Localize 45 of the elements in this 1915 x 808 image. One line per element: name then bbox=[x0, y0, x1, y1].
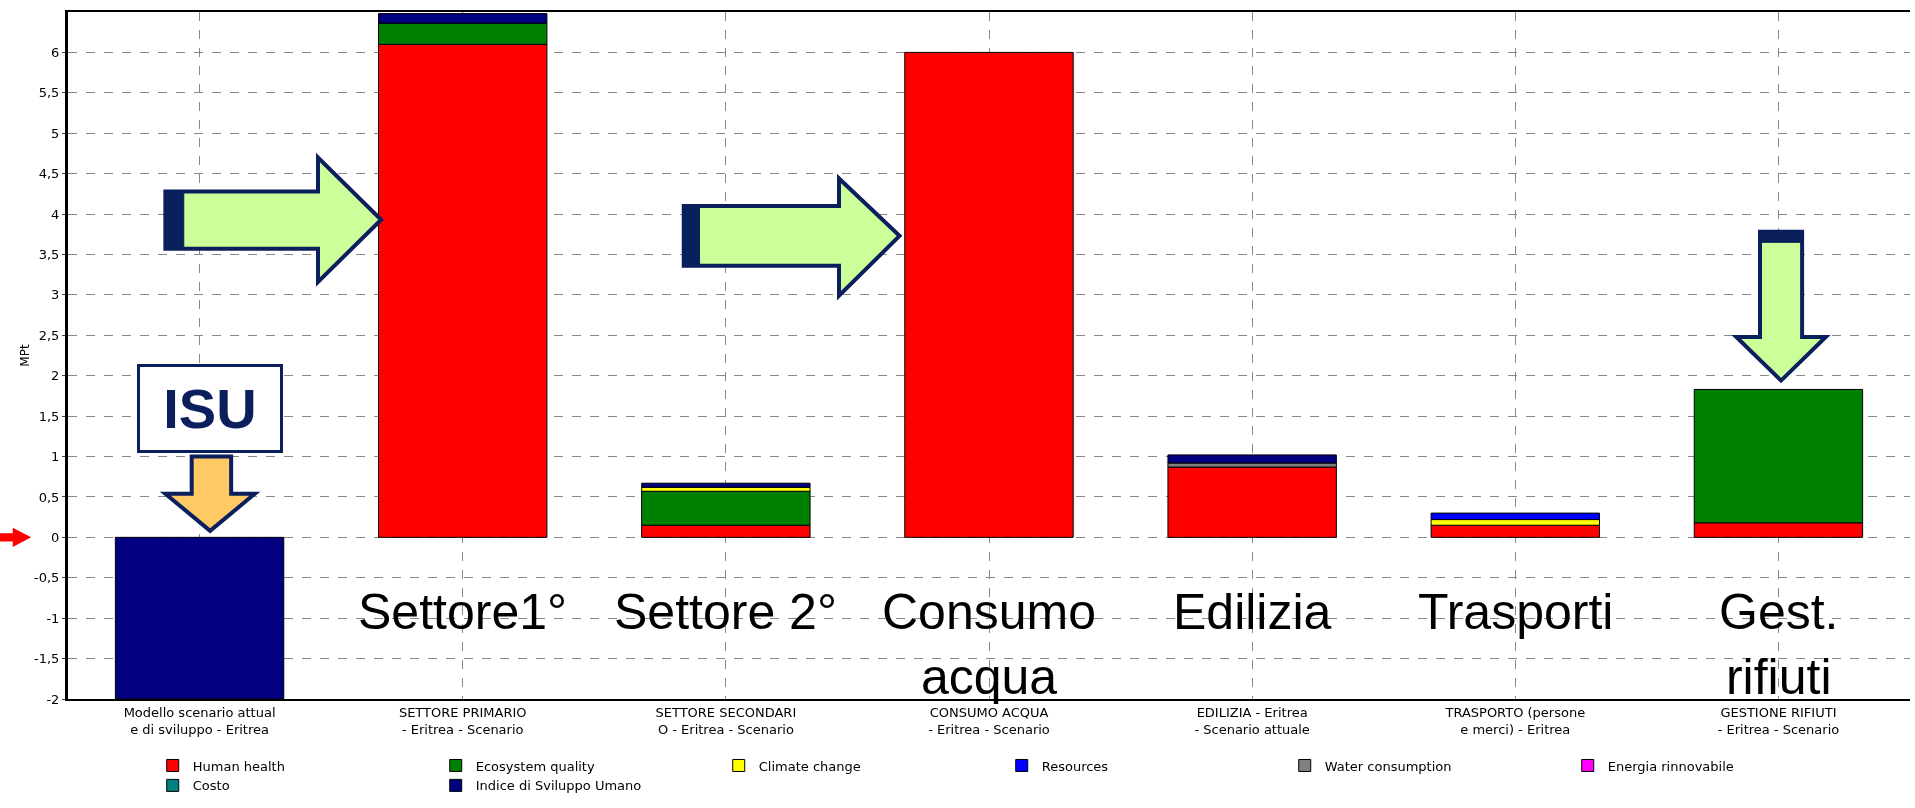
y-tick-label: 0,5 bbox=[38, 489, 60, 505]
bar bbox=[1167, 466, 1337, 538]
bar bbox=[904, 51, 1074, 538]
y-tick-label: -1 bbox=[46, 610, 60, 626]
x-tick-label: EDILIZIA - Eritrea - Scenario attuale bbox=[1194, 704, 1310, 737]
legend-label: Water consumption bbox=[1324, 758, 1452, 774]
legend-label: Human health bbox=[192, 758, 285, 774]
annotation: Gest. rifiuti bbox=[1719, 584, 1839, 705]
bar bbox=[1430, 524, 1600, 538]
y-tick-label: 4 bbox=[51, 206, 60, 222]
y-tick-label: -0,5 bbox=[34, 570, 60, 586]
annotation: Edilizia bbox=[1173, 584, 1332, 640]
annotation: Settore 2° bbox=[614, 584, 837, 640]
x-tick-label: TRASPORTO (persone e merci) - Eritrea bbox=[1444, 704, 1586, 737]
x-tick-label: SETTORE SECONDARI O - Eritrea - Scenario bbox=[655, 704, 797, 737]
legend-label: Costo bbox=[192, 778, 230, 794]
legend-label: Indice di Sviluppo Umano bbox=[475, 778, 642, 794]
y-tick-label: 3,5 bbox=[38, 247, 60, 263]
y-tick-label: 3 bbox=[51, 287, 60, 303]
y-tick-label: 6 bbox=[51, 44, 60, 60]
y-tick-label: -1,5 bbox=[34, 651, 60, 667]
y-tick-label: 5 bbox=[51, 125, 60, 141]
legend-label: Climate change bbox=[758, 758, 861, 774]
annotation: Consumo acqua bbox=[882, 584, 1096, 705]
bar bbox=[641, 482, 811, 488]
annotation: Settore1° bbox=[358, 584, 568, 640]
legend-label: Ecosystem quality bbox=[475, 758, 595, 774]
annotation: Trasporti bbox=[1418, 584, 1614, 640]
y-axis-title: MPt bbox=[18, 344, 33, 367]
y-tick-label: 2 bbox=[51, 368, 60, 384]
x-tick-label: Modello scenario attual e di sviluppo - Eritrea bbox=[123, 704, 276, 737]
y-tick-label: 0 bbox=[51, 529, 60, 545]
legend-label: Energia rinnovabile bbox=[1607, 758, 1734, 774]
bar bbox=[1167, 454, 1337, 464]
x-tick-label: SETTORE PRIMARIO - Eritrea - Scenario bbox=[398, 704, 527, 737]
x-tick-label: CONSUMO ACQUA - Eritrea - Scenario bbox=[928, 704, 1050, 737]
x-tick-label: GESTIONE RIFIUTI - Eritrea - Scenario bbox=[1717, 704, 1840, 737]
legend-label: Resources bbox=[1041, 758, 1109, 774]
y-tick-label: 5,5 bbox=[38, 85, 60, 101]
y-tick-label: 1 bbox=[51, 449, 60, 465]
y-tick-label: 2,5 bbox=[38, 327, 60, 343]
annotation: ISU bbox=[163, 377, 257, 440]
y-tick-label: -2 bbox=[46, 691, 60, 707]
y-tick-label: 1,5 bbox=[38, 408, 60, 424]
y-tick-label: 4,5 bbox=[38, 166, 60, 182]
